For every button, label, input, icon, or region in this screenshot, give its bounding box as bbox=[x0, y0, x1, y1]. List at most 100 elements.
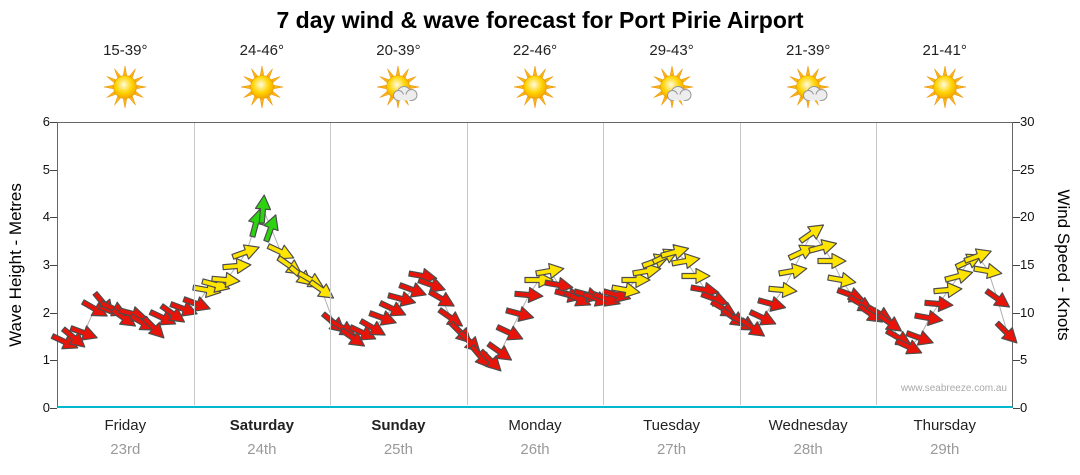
wave-tick-mark bbox=[50, 217, 57, 219]
wind-arrow bbox=[610, 278, 643, 301]
sun-icon bbox=[512, 64, 558, 110]
wind-arrow bbox=[658, 239, 692, 264]
wind-arrow bbox=[806, 234, 840, 259]
wind-arrow bbox=[424, 284, 459, 315]
wind-arrow bbox=[943, 263, 977, 288]
wind-arrow bbox=[817, 252, 847, 270]
wind-arrow bbox=[221, 256, 252, 277]
wind-arrow bbox=[155, 298, 190, 330]
wave-tick-mark bbox=[50, 122, 57, 123]
day-date-label: 24th bbox=[247, 441, 277, 458]
day-name-label: Tuesday bbox=[643, 417, 701, 434]
day-name-label: Monday bbox=[508, 417, 562, 434]
wave-tick-label: 6 bbox=[42, 114, 50, 129]
wind-arrow bbox=[543, 274, 576, 297]
day-separator-line bbox=[330, 123, 332, 405]
watermark: www.seabreeze.com.au bbox=[900, 383, 1007, 394]
wind-arrow bbox=[903, 324, 937, 351]
wind-arrow bbox=[345, 318, 380, 347]
wind-arrow bbox=[503, 301, 537, 326]
wind-arrow bbox=[923, 294, 954, 315]
wind-arrow bbox=[229, 238, 263, 265]
wind-arrow bbox=[191, 278, 224, 301]
wave-tick-mark bbox=[50, 169, 57, 171]
wind-tick-label: 30 bbox=[1020, 114, 1035, 129]
wave-tick-label: 5 bbox=[42, 161, 50, 177]
wave-tick-mark bbox=[50, 312, 57, 314]
wind-arrow bbox=[336, 322, 371, 354]
wave-tick-mark bbox=[50, 360, 57, 362]
wind-arrow bbox=[415, 271, 449, 298]
wind-arrow bbox=[385, 287, 419, 312]
wind-arrow bbox=[146, 304, 181, 333]
wind-arrow bbox=[375, 294, 410, 323]
day-name-label: Sunday bbox=[371, 417, 426, 434]
day-date-label: 23rd bbox=[110, 441, 141, 458]
wind-arrow bbox=[533, 259, 566, 282]
wind-arrow bbox=[980, 283, 1015, 315]
wind-arrow bbox=[755, 292, 789, 317]
wind-tick-label: 0 bbox=[1020, 400, 1028, 415]
day-name-label: Wednesday bbox=[768, 417, 848, 434]
wind-arrow bbox=[406, 264, 439, 287]
wind-arrow bbox=[47, 328, 82, 357]
day-separator-line bbox=[876, 123, 878, 405]
wind-arrow bbox=[689, 278, 722, 301]
plot-area: www.seabreeze.com.au bbox=[50, 122, 1018, 408]
wind-tick-label: 10 bbox=[1020, 304, 1035, 320]
wind-tick-label: 20 bbox=[1020, 209, 1035, 225]
sun-icon bbox=[922, 64, 968, 110]
wind-tick-label: 15 bbox=[1020, 257, 1035, 272]
wind-arrow bbox=[474, 344, 508, 378]
wind-arrow bbox=[396, 276, 430, 303]
wave-tick-label: 1 bbox=[42, 352, 50, 368]
wave-tick-mark bbox=[50, 265, 57, 266]
temp-label: 21-41° bbox=[922, 42, 967, 59]
wind-arrow bbox=[561, 285, 596, 314]
day-separator-line bbox=[603, 123, 605, 405]
day-separator-line bbox=[466, 123, 468, 405]
wind-tick-mark bbox=[1013, 122, 1020, 123]
day-name-label: Saturday bbox=[229, 417, 294, 434]
wave-tick-label: 2 bbox=[42, 304, 50, 320]
wind-tick-mark bbox=[1013, 169, 1020, 171]
wind-arrow bbox=[776, 259, 809, 282]
wind-arrow bbox=[304, 274, 339, 306]
day-date-label: 27th bbox=[656, 441, 687, 458]
temp-label: 24-46° bbox=[239, 42, 285, 59]
wind-arrow bbox=[77, 294, 112, 325]
wind-tick-label: 25 bbox=[1020, 161, 1035, 177]
wind-arrow bbox=[180, 291, 214, 318]
wind-tick-mark bbox=[1013, 360, 1020, 362]
day-separator-line bbox=[739, 123, 741, 405]
wind-arrow bbox=[257, 211, 284, 245]
wind-arrow bbox=[826, 269, 859, 292]
wind-arrow bbox=[872, 307, 907, 339]
sun-cloud-icon bbox=[785, 64, 831, 110]
wave-tick-label: 4 bbox=[42, 209, 50, 225]
wind-arrow bbox=[736, 312, 771, 344]
wind-arrow bbox=[210, 270, 241, 291]
wind-arrow bbox=[493, 318, 528, 347]
wind-arrow bbox=[745, 304, 780, 333]
sun-icon bbox=[239, 64, 285, 110]
day-date-label: 26th bbox=[520, 441, 550, 458]
wave-tick-label: 0 bbox=[42, 400, 50, 415]
wind-arrow bbox=[483, 336, 518, 368]
wind-arrow bbox=[513, 284, 544, 305]
wind-arrow bbox=[972, 259, 1005, 282]
wind-arrow bbox=[913, 307, 946, 330]
wind-arrow bbox=[263, 237, 298, 266]
y-axis-right-title: Wind Speed - Knots bbox=[1054, 189, 1073, 341]
day-name-label: Friday bbox=[104, 417, 147, 434]
wind-arrow bbox=[670, 250, 703, 273]
wind-arrow bbox=[166, 295, 200, 322]
day-separator-line bbox=[193, 123, 195, 405]
wind-tick-label: 5 bbox=[1020, 352, 1028, 368]
wind-arrow bbox=[767, 280, 798, 301]
day-date-label: 25th bbox=[383, 441, 414, 458]
day-date-label: 28th bbox=[793, 441, 823, 458]
wind-arrow bbox=[67, 319, 101, 346]
wind-arrow bbox=[621, 271, 651, 289]
